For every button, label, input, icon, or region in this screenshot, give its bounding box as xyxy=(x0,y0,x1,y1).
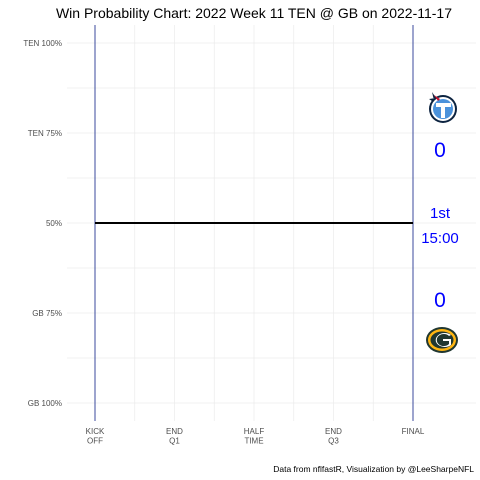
y-tick-label: TEN 100% xyxy=(23,39,62,48)
y-tick-label: TEN 75% xyxy=(28,129,62,138)
game-clock: 15:00 xyxy=(421,230,459,247)
y-axis-ticks: TEN 100% TEN 75% 50% GB 75% GB 100% xyxy=(23,39,62,408)
x-tick-label: KICK OFF xyxy=(86,427,105,446)
y-tick-label: GB 100% xyxy=(28,399,62,408)
chart-title: Win Probability Chart: 2022 Week 11 TEN … xyxy=(56,5,452,21)
x-tick-label: FINAL xyxy=(402,427,425,436)
y-tick-label: 50% xyxy=(46,219,62,228)
home-score: 0 xyxy=(434,289,446,312)
chart-caption: Data from nflfastR, Visualization by @Le… xyxy=(273,464,474,474)
x-tick-label: HALF TIME xyxy=(244,427,265,446)
x-tick-label: END Q3 xyxy=(325,427,342,446)
away-score: 0 xyxy=(434,139,446,162)
packers-logo-icon xyxy=(426,327,458,353)
titans-logo-icon xyxy=(429,92,457,123)
y-tick-label: GB 75% xyxy=(32,309,62,318)
x-tick-label: END Q1 xyxy=(166,427,183,446)
x-axis-ticks: KICK OFF END Q1 HALF TIME END Q3 FINAL xyxy=(86,427,425,446)
quarter-label: 1st xyxy=(430,205,451,222)
